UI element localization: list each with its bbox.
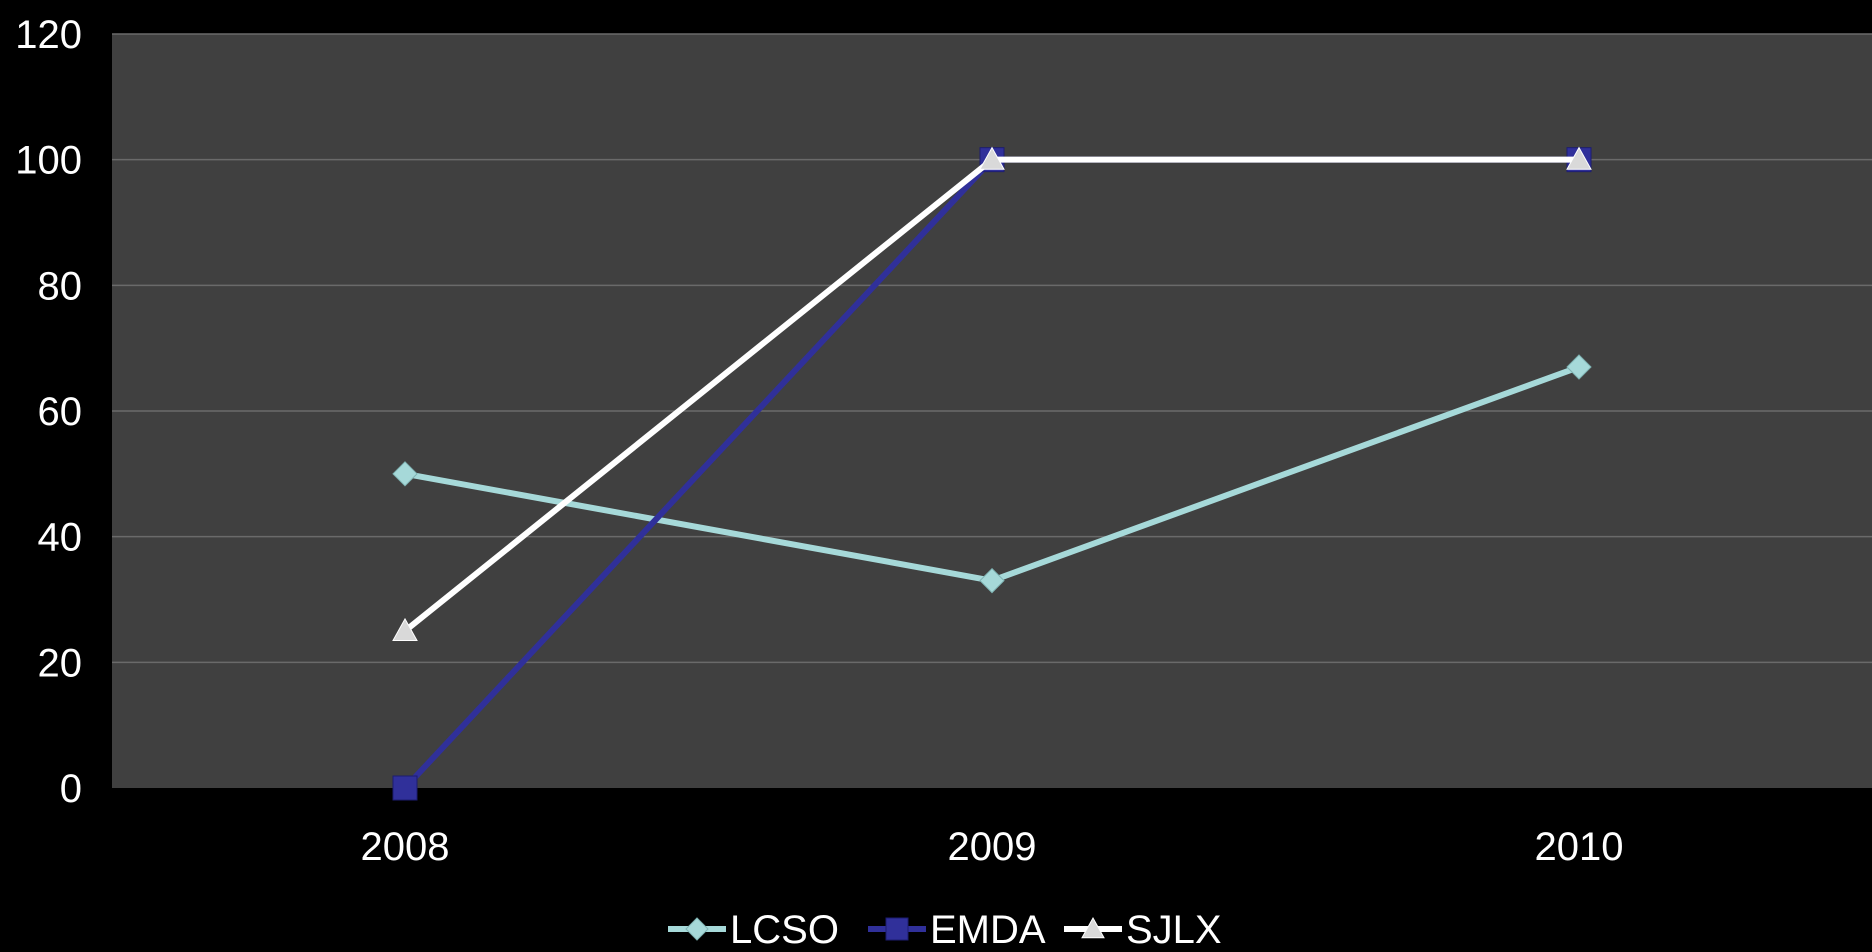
data-point-diamond [979, 567, 1005, 594]
legend: LCSO EMDA SJLX [668, 908, 1222, 952]
legend-item: SJLX [1064, 908, 1222, 952]
series-sjlx [392, 146, 1592, 642]
x-axis-ticks: 2008 2009 2010 [361, 825, 1624, 869]
data-point-diamond [392, 461, 418, 487]
y-axis-ticks: 0 20 40 60 80 100 120 [15, 13, 82, 811]
x-tick-label: 2009 [948, 825, 1037, 869]
data-point-diamond [1566, 354, 1592, 380]
data-point-square [885, 917, 909, 941]
legend-label: LCSO [730, 908, 839, 952]
legend-item: LCSO [668, 908, 839, 952]
y-tick-label: 40 [38, 516, 83, 560]
data-point-triangle [1566, 146, 1592, 170]
y-tick-label: 0 [60, 767, 82, 811]
data-point-triangle [392, 617, 418, 642]
y-tick-label: 20 [38, 641, 83, 685]
y-tick-label: 80 [38, 264, 83, 308]
series-lines [392, 146, 1592, 801]
legend-label: EMDA [930, 908, 1046, 952]
y-tick-label: 120 [15, 13, 82, 57]
x-tick-label: 2008 [361, 825, 450, 869]
data-point-triangle [1081, 916, 1105, 939]
y-tick-label: 60 [38, 390, 83, 434]
data-point-triangle [979, 146, 1005, 170]
series-lcso [392, 354, 1592, 594]
x-tick-label: 2010 [1535, 825, 1624, 869]
data-point-square [392, 775, 418, 801]
legend-item: EMDA [868, 908, 1046, 952]
legend-label: SJLX [1126, 908, 1222, 952]
data-point-diamond [685, 917, 709, 941]
gridlines [112, 33, 1872, 664]
y-tick-label: 100 [15, 139, 82, 183]
